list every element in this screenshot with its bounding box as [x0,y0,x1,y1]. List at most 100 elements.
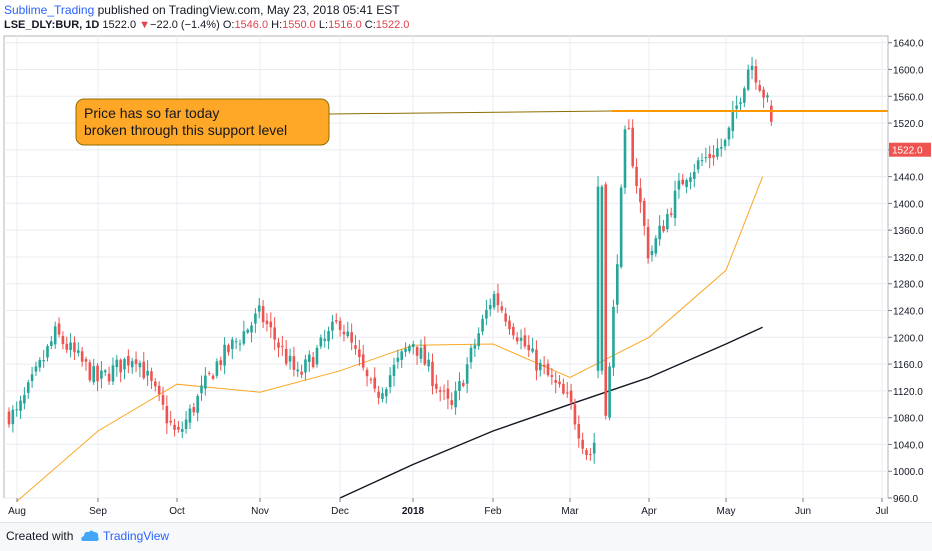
annotation-callout[interactable]: Price has so far today broken through th… [75,98,330,146]
candle-body [462,382,465,386]
candle-body [342,331,346,335]
candle-body [754,66,758,83]
candle-body [477,333,480,347]
x-tick-label: Feb [484,506,502,517]
candle-body [677,180,681,190]
candle-body [369,379,373,381]
candle-body [604,184,608,416]
y-axis[interactable]: 960.0 1000.0 1040.0 1080.0 1120.0 1160.0 1200.… [888,39,924,505]
price-chart[interactable]: Price has so far today broken through th… [0,0,932,522]
candle-body [34,366,38,372]
candle-body [134,359,138,365]
candle-body [26,382,30,393]
last-price: 1522.0 [102,19,137,31]
x-tick-label: Apr [641,506,657,517]
y-tick-label: 1360.0 [893,226,924,237]
candle-body [388,375,392,388]
low-value: 1516.0 [328,19,362,31]
candle-body [666,214,669,230]
candle-body [635,166,638,186]
candle-body [273,327,276,340]
candle-body [673,190,677,219]
candle-body [250,325,253,333]
candle-body [411,344,415,348]
candle-body [600,186,604,371]
candle-body [346,331,350,337]
y-tick-label: 1440.0 [893,173,924,184]
annotation-line-2: broken through this support level [84,122,287,138]
candle-body [130,361,134,368]
candle-body [696,160,700,170]
x-axis[interactable]: Aug Sep Oct Nov Dec 2018 Feb Mar Apr May Jun Jul [8,498,888,517]
close-label: C: [364,19,376,31]
symbol-label: LSE_DLY:BUR, 1D [4,19,100,31]
x-tick-label: Jun [795,506,811,517]
candle-body [350,332,353,343]
candle-body [142,361,146,379]
close-value: 1522.0 [375,19,410,31]
candle-body [454,390,457,408]
x-tick-label: Sep [89,506,107,517]
candle-body [770,105,773,122]
candle-body [84,359,88,362]
candle-body [88,362,92,381]
candle-body [408,346,411,352]
candle-body [196,395,199,413]
candle-body [488,305,492,310]
candle-body [450,400,454,406]
candle-body [438,390,442,392]
candle-body [38,359,42,368]
annotation-line-1: Price has so far today [84,105,219,121]
candle-body [234,341,238,343]
author-link[interactable]: Sublime_Trading [4,3,95,17]
candle-body [381,393,384,399]
footer: Created with TradingView [0,522,932,551]
tradingview-link[interactable]: TradingView [103,529,170,543]
last-price-tag [889,142,931,157]
candle-body [504,313,507,322]
candle-body [681,179,685,185]
candle-body [19,400,22,411]
candle-body [743,88,746,103]
candle-body [69,342,72,351]
candle-body [731,111,735,132]
y-tick-label: 1040.0 [893,440,924,451]
candle-body [616,264,619,305]
candle-body [592,442,596,454]
x-tick-label: Oct [169,506,185,517]
y-tick-label: 1120.0 [893,387,923,398]
candle-body [700,160,704,162]
candle-body [577,424,581,439]
candle-body [169,420,172,423]
candle-body [639,188,642,203]
candle-body [423,345,427,365]
y-tick-label: 1640.0 [893,39,924,50]
candle-body [42,360,45,362]
candle-body [612,306,615,368]
candle-body [608,366,611,418]
candle-body [650,250,654,256]
ma-slow-line [339,326,763,499]
candle-body [11,409,15,425]
candle-body [531,348,534,352]
candle-body [550,375,554,377]
candle-body [292,356,296,370]
candle-body [377,391,380,398]
candle-body [500,306,504,311]
callout-box[interactable] [75,98,330,146]
candle-body [288,355,292,362]
candle-body [61,336,65,345]
open-value: 1546.0 [234,19,269,31]
candle-body [669,213,673,215]
candle-body [404,348,407,352]
high-label: H: [271,19,283,31]
candle-body [623,129,627,188]
candle-body [115,359,119,368]
candle-body [50,341,53,346]
candle-body [127,356,130,366]
candle-body [400,351,403,360]
candle-body [496,293,500,306]
candle-body [107,373,111,382]
candle-body [103,370,107,373]
candle-body [766,95,769,98]
